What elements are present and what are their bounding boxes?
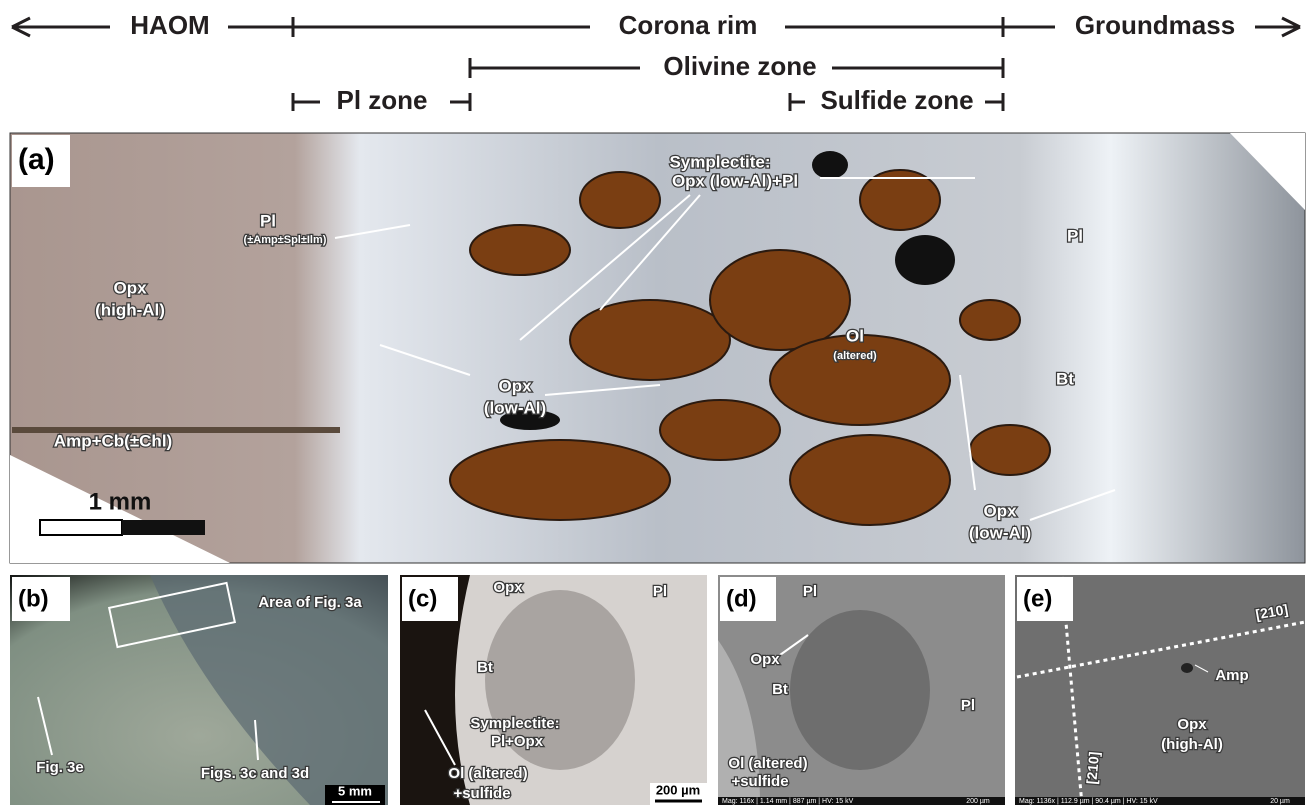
panel-label: (e): [1023, 585, 1052, 612]
annotation: Figs. 3c and 3d: [201, 765, 309, 782]
zone-lines: [11, 16, 1301, 38]
annotation: Ol: [846, 326, 864, 345]
annotation: Pl: [803, 583, 817, 600]
annotation: (±Amp±Spl±Ilm): [244, 234, 327, 246]
scale-bar: [39, 519, 123, 536]
annotation: Area of Fig. 3a: [258, 594, 362, 611]
panel-label: (b): [18, 585, 49, 612]
zone-header: HAOM Corona rim Groundmass Olivine zone …: [11, 10, 1301, 115]
annotation: [210]: [1083, 751, 1102, 785]
scale-label: 200 µm: [656, 782, 700, 797]
annotation: Amp: [1215, 667, 1248, 684]
amp-inclusion: [1181, 663, 1193, 673]
annotation: Bt: [772, 681, 788, 698]
scale-label: 200 µm: [966, 798, 990, 805]
panel-label: (d): [726, 585, 757, 612]
panel-c: (c) Opx Pl Bt Symplectite: Pl+Opx Ol (al…: [400, 575, 707, 805]
panel-label-box: [12, 577, 70, 621]
symplectite: [790, 610, 930, 770]
scale-label: 1 mm: [89, 488, 152, 515]
panel-e: (e) [210] Amp Opx (high-Al) [210] Mag: 1…: [1015, 575, 1306, 805]
annotation: Ol (altered): [448, 765, 527, 782]
annotation: (altered): [833, 350, 877, 362]
annotation: Symplectite:: [470, 715, 559, 732]
annotation: Pl: [961, 697, 975, 714]
annotation: Symplectite:: [669, 152, 770, 171]
scale-box: [325, 785, 385, 805]
annotation: Bt: [477, 659, 493, 676]
ol-region: [718, 640, 760, 805]
annotation: +sulfide: [731, 773, 788, 790]
sem-footer-text: Mag: 116x | 1.14 mm | 887 µm | HV: 15 kV: [722, 798, 854, 805]
annotation: Pl: [260, 211, 276, 230]
olivine-grains: [449, 169, 1051, 526]
dark-grain: [400, 575, 470, 805]
zone-label: Pl zone: [336, 85, 427, 115]
annotation: Pl: [1067, 226, 1083, 245]
annotation: [210]: [1254, 601, 1289, 622]
annotation: (low-Al): [484, 398, 546, 417]
zone-lines: [291, 93, 1005, 111]
panel-label-box: [1017, 577, 1073, 621]
annotation: Opx: [113, 278, 147, 297]
panel-label: (c): [408, 585, 437, 612]
annotation: Pl+Opx: [491, 733, 544, 750]
panel-label-box: [720, 577, 776, 621]
annotation: (high-Al): [1161, 736, 1223, 753]
zone-label: Groundmass: [1075, 10, 1235, 40]
panel-label-box: [402, 577, 458, 621]
scale-label: 20 µm: [1270, 798, 1290, 805]
panel-b: (b) Area of Fig. 3a Fig. 3e Figs. 3c and…: [10, 575, 388, 805]
panel-label: (a): [18, 143, 55, 176]
annotation: Opx: [1177, 716, 1207, 733]
scale-label: 5 mm: [338, 783, 372, 798]
annotation: Amp+Cb(±Chl): [54, 431, 172, 450]
panel-a: (a) Symplectite: Opx (low-Al)+Pl Pl (±Am…: [9, 132, 1306, 564]
annotation: Opx (low-Al)+Pl: [672, 171, 798, 190]
annotation: Fig. 3e: [36, 759, 84, 776]
annotation: Bt: [1056, 369, 1074, 388]
annotation: Pl: [653, 583, 667, 600]
annotation: Opx: [750, 651, 780, 668]
crystal-axis: [1016, 576, 1306, 805]
sem-footer-text: Mag: 1136x | 112.9 µm | 90.4 µm | HV: 15…: [1019, 798, 1158, 805]
annotation: Opx: [493, 579, 523, 596]
annotation: Ol (altered): [728, 755, 807, 772]
panel-label-box: [12, 135, 70, 187]
annotation: Opx: [498, 376, 532, 395]
annotation: +sulfide: [453, 785, 510, 802]
zone-lines: [468, 58, 1005, 78]
area-box: [107, 581, 237, 649]
scale-bar: [122, 520, 205, 535]
zone-label: Olivine zone: [663, 51, 816, 81]
sem-footer: [718, 797, 1005, 805]
sulfide-grains: [500, 151, 955, 430]
zone-label: Corona rim: [619, 10, 758, 40]
sem-footer: [1015, 797, 1305, 805]
symplectite: [485, 590, 635, 770]
leader-lines: [334, 177, 1116, 521]
zone-label: HAOM: [130, 10, 209, 40]
annotation: (low-Al): [969, 523, 1031, 542]
annotation: (high-Al): [95, 300, 165, 319]
panel-d: (d) Pl Opx Bt Pl Ol (altered) +sulfide M…: [718, 575, 1005, 805]
zone-label: Sulfide zone: [820, 85, 973, 115]
annotation: Opx: [983, 501, 1017, 520]
groundmass: [150, 575, 388, 805]
